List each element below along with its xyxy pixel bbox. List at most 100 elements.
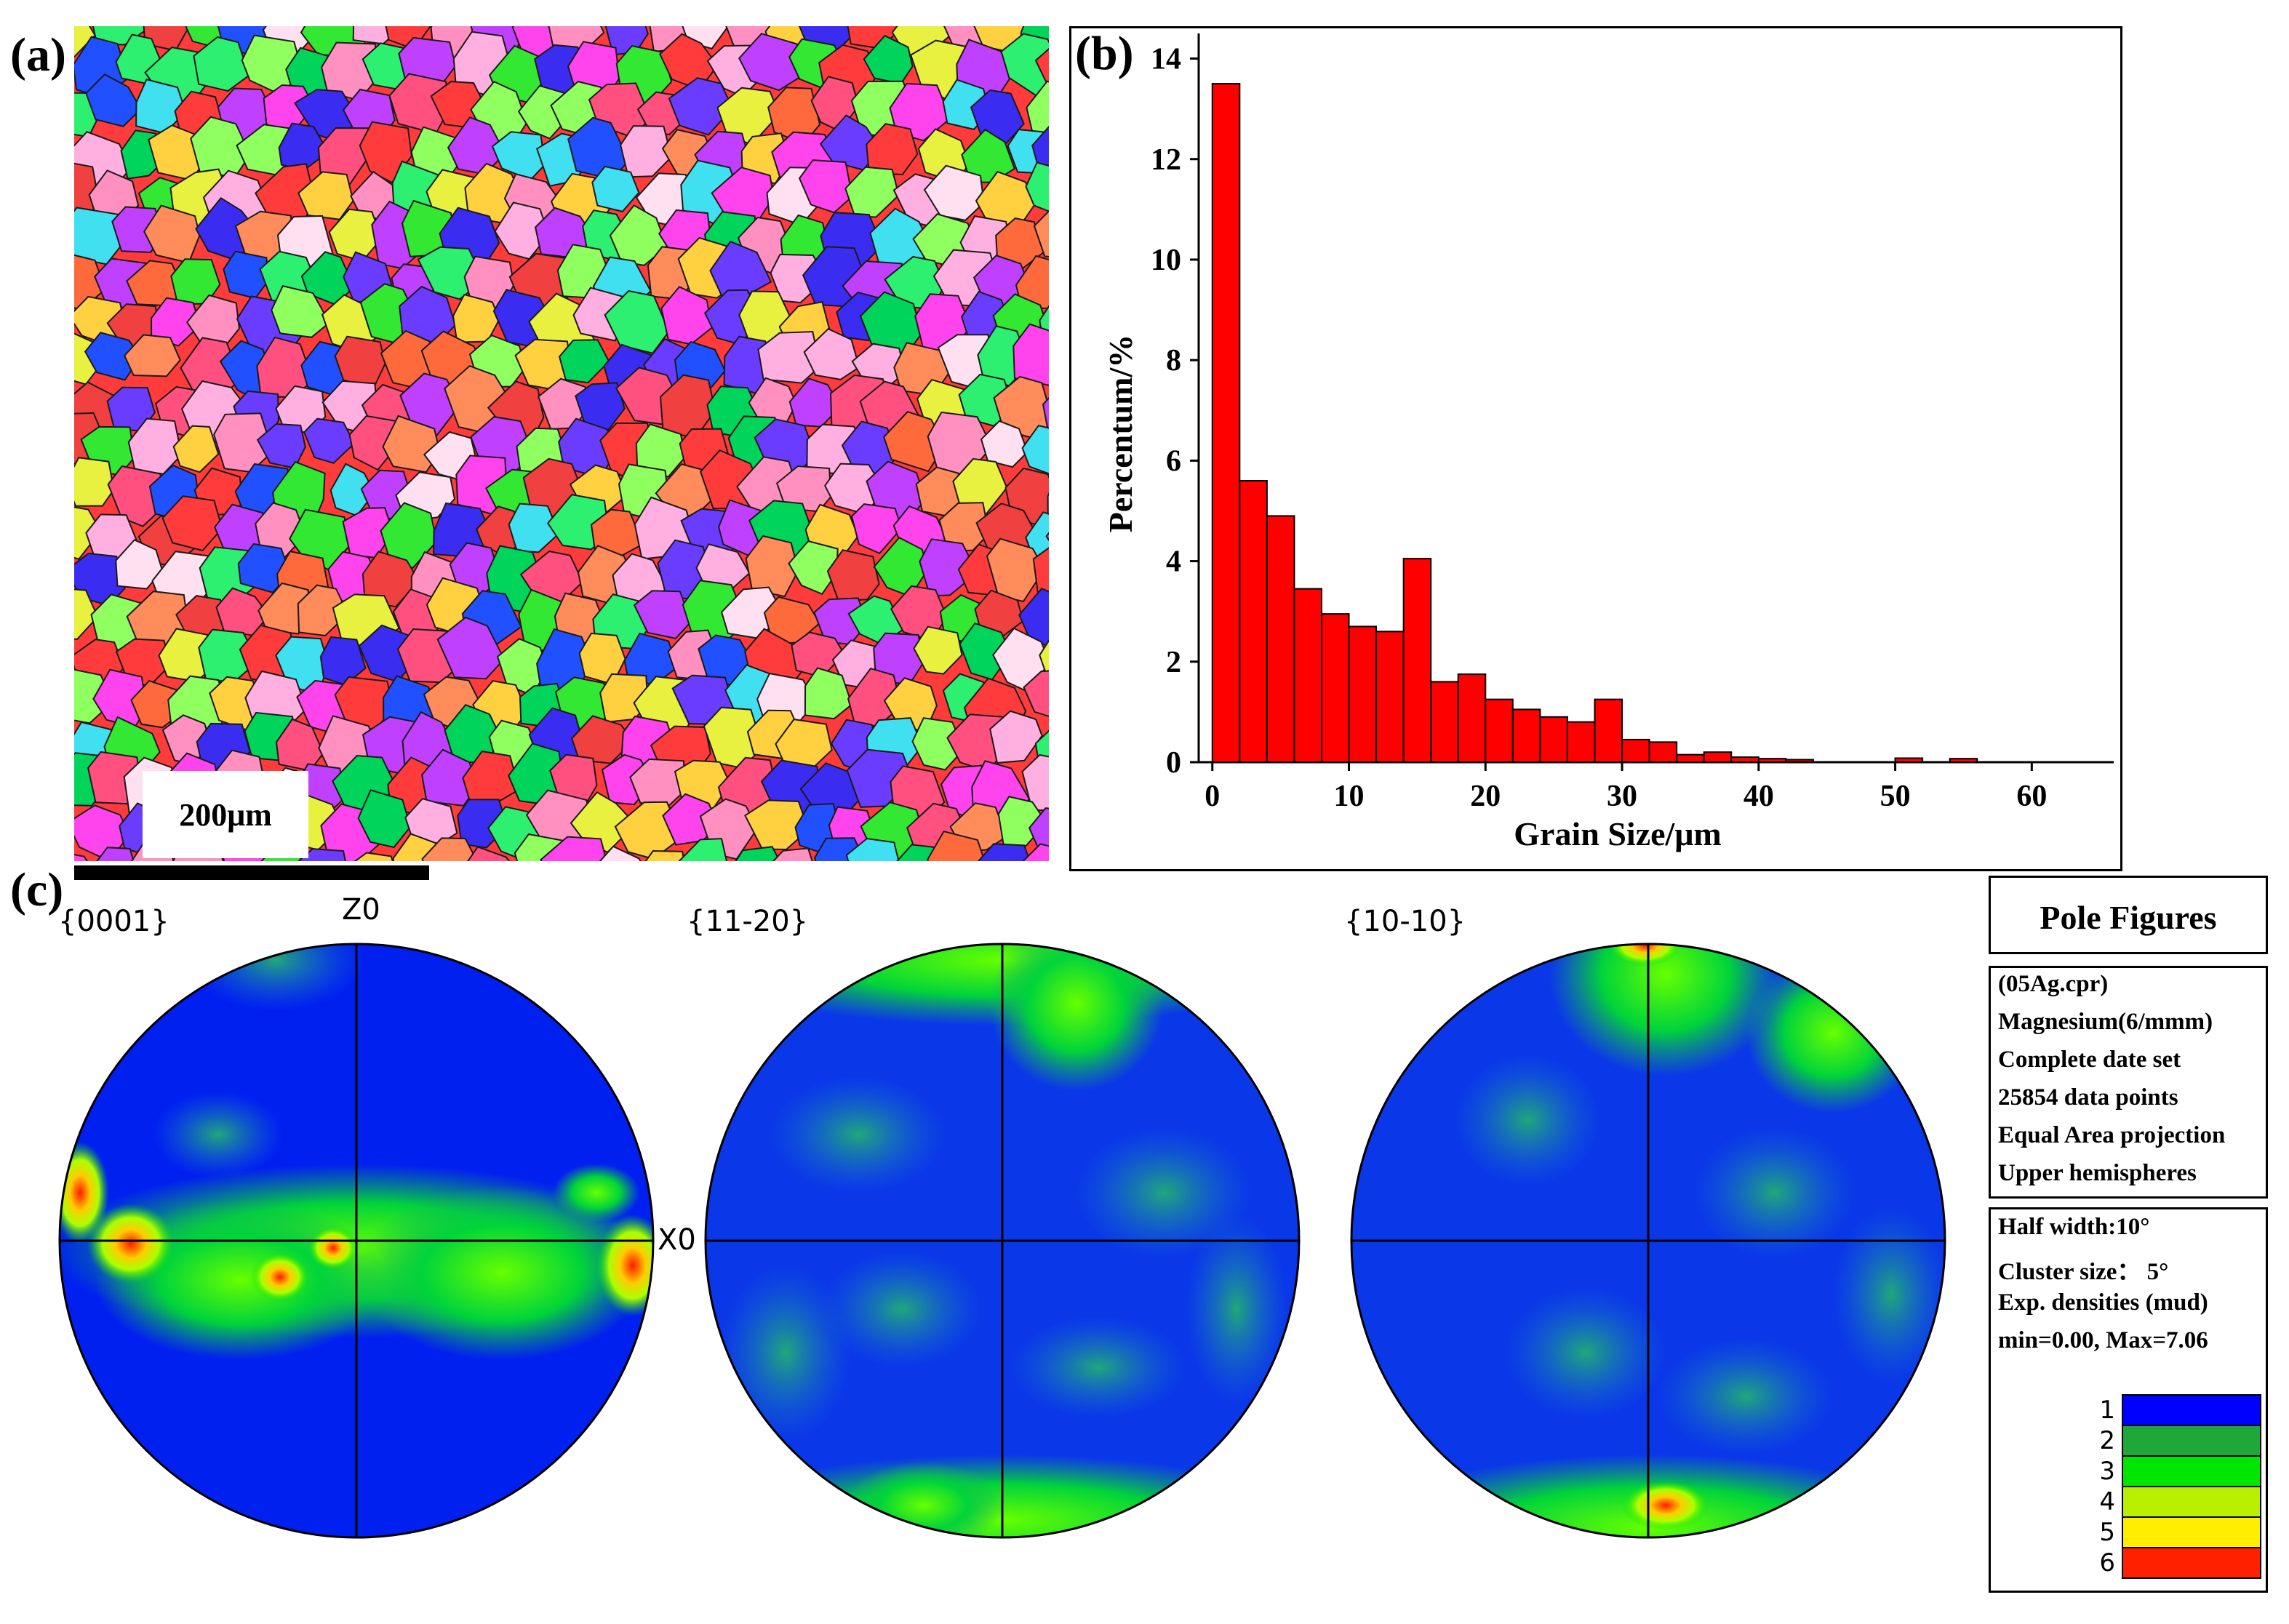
grain: [1021, 424, 1049, 475]
grain: [923, 164, 985, 221]
grain: [1047, 492, 1049, 519]
histogram-bar: [1894, 757, 1924, 764]
grain: [591, 165, 640, 213]
grain: [938, 502, 990, 553]
grain: [115, 539, 164, 590]
panel-letter-a: (a): [10, 28, 66, 81]
x-tick-label: 20: [1470, 780, 1501, 813]
grain: [952, 457, 1008, 516]
pole-figure-label-11-20: {11-20}: [687, 905, 809, 938]
pole-figure-10-10: [1350, 943, 1946, 1539]
scale-bar: [74, 865, 429, 880]
grain: [436, 616, 506, 680]
histogram-bar: [1648, 741, 1678, 764]
grain: [558, 339, 610, 384]
legend-band: [2122, 1547, 2261, 1579]
grain: [193, 36, 250, 92]
grain: [883, 411, 946, 473]
grain: [986, 537, 1045, 603]
legend-band: [2122, 1486, 2261, 1518]
histogram-bar: [1485, 698, 1514, 763]
grain: [826, 549, 880, 602]
scale-bar-label: 200μm: [143, 771, 308, 858]
grain: [257, 582, 311, 635]
legend-band: [2122, 1455, 2261, 1487]
pole-figure-0001: [58, 943, 655, 1539]
x-tick-label: 30: [1607, 780, 1637, 813]
histogram-bar: [1211, 83, 1241, 763]
pole-figures-title-box: Pole Figures: [1989, 876, 2268, 954]
grain: [735, 846, 781, 861]
pole-figures-title: Pole Figures: [2040, 899, 2217, 936]
grain: [757, 330, 821, 384]
x-axis-label: Grain Size/μm: [1514, 815, 1721, 852]
y-tick-label: 6: [1166, 444, 1181, 478]
y-axis-label: Percentum/%: [1102, 335, 1139, 533]
grain: [1022, 843, 1049, 861]
histogram-bar: [1949, 758, 1978, 764]
histogram-bar: [1511, 708, 1541, 764]
grain: [788, 540, 839, 596]
grain: [84, 332, 142, 381]
pole-figure-axis-z0: Z0: [342, 893, 380, 927]
grain: [1045, 532, 1049, 542]
grain: [74, 588, 99, 641]
grain: [1042, 396, 1049, 430]
histogram-bar: [1566, 721, 1596, 763]
legend-band: [2122, 1516, 2261, 1548]
y-tick-label: 10: [1151, 244, 1181, 277]
legend-level-label: 4: [2099, 1487, 2115, 1516]
histogram-bar: [1293, 588, 1322, 763]
grain: [1033, 209, 1049, 257]
histogram-bar: [1348, 625, 1378, 764]
y-tick-label: 4: [1166, 545, 1181, 579]
pole-figure-label-10-10: {10-10}: [1344, 905, 1466, 938]
histogram-bar: [1266, 515, 1295, 764]
legend-level-label: 6: [2099, 1548, 2115, 1577]
grain: [380, 502, 438, 569]
grain: [297, 848, 346, 861]
grain: [1039, 639, 1049, 680]
legend-level-label: 3: [2099, 1457, 2115, 1486]
grain: [353, 852, 394, 861]
grain: [1018, 587, 1049, 647]
histogram-frame: [1069, 26, 2122, 871]
x-tick-label: 0: [1205, 780, 1220, 813]
histogram-bar: [1457, 673, 1487, 764]
grain: [1012, 323, 1049, 386]
grain: [744, 799, 810, 851]
grain: [927, 831, 986, 861]
grain: [977, 843, 1031, 861]
grain: [1021, 753, 1049, 812]
grain: [540, 836, 607, 861]
grain: [467, 846, 511, 861]
grain: [74, 26, 96, 58]
grain: [609, 204, 668, 266]
histogram-bar: [1430, 681, 1459, 764]
info-line: Cluster size： 5°: [1998, 1259, 2169, 1285]
legend-level-label: 2: [2099, 1426, 2115, 1455]
grain: [738, 33, 804, 92]
y-tick-label: 12: [1151, 143, 1181, 177]
grain: [866, 123, 919, 176]
info-line: (05Ag.cpr): [1998, 971, 2109, 997]
legend-band: [2122, 1394, 2261, 1426]
grain: [421, 748, 478, 807]
y-tick-label: 8: [1166, 344, 1181, 377]
grain: [1026, 80, 1049, 137]
grain: [172, 425, 220, 473]
pole-figure-axis-x0: X0: [658, 1223, 696, 1257]
grain: [911, 717, 965, 771]
grain: [745, 535, 799, 598]
density-info-box: Half width:10° Cluster size： 5° Exp. den…: [1989, 1207, 2268, 1593]
grain: [889, 82, 952, 142]
grain: [161, 495, 223, 552]
grain: [74, 804, 131, 861]
histogram-bar: [1785, 759, 1814, 763]
grain: [421, 837, 478, 861]
pole-figure-11-20: [704, 943, 1301, 1539]
x-tick-label: 40: [1743, 780, 1774, 813]
grain: [803, 328, 860, 380]
